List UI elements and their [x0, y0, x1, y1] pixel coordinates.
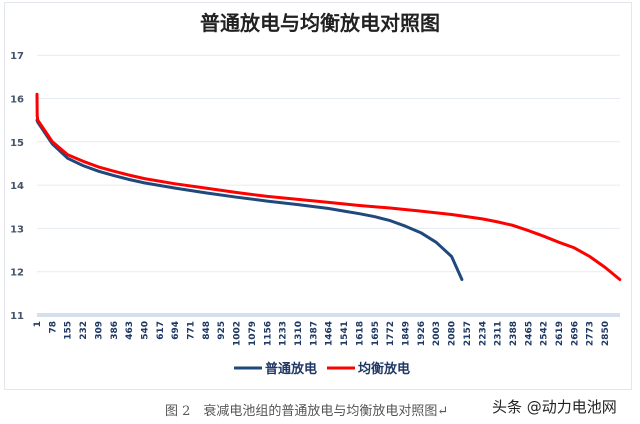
- x-tick-label: 2157: [463, 321, 473, 346]
- y-tick-label: 12: [10, 268, 24, 279]
- x-tick-label: 2542: [540, 321, 550, 346]
- x-tick-label: 2773: [586, 321, 596, 346]
- x-tick-label: 1772: [386, 321, 396, 346]
- x-tick-label: 925: [217, 321, 227, 340]
- x-tick-label: 1849: [401, 321, 411, 346]
- x-tick-label: 1079: [248, 321, 258, 346]
- x-tick-label: 2696: [570, 321, 580, 346]
- figure-caption: 图 2 衰减电池组的普通放电与均衡放电对照图↵: [165, 404, 449, 419]
- x-tick-label: 2850: [601, 321, 611, 346]
- x-tick-label: 1618: [355, 321, 365, 346]
- series-line-normal: [35, 118, 464, 281]
- legend-label-normal: 普通放电: [265, 361, 317, 377]
- x-tick-label: 463: [125, 321, 135, 340]
- x-tick-label: 232: [79, 321, 89, 340]
- x-tick-label: 1695: [371, 321, 381, 346]
- y-tick-label: 14: [10, 181, 24, 192]
- y-tick-label: 17: [10, 51, 24, 62]
- x-tick-label: 155: [64, 321, 74, 340]
- x-tick-label: 2465: [524, 321, 534, 346]
- x-tick-label: 2080: [448, 321, 458, 346]
- legend-label-balanced: 均衡放电: [358, 361, 410, 377]
- x-tick-label: 1233: [279, 321, 289, 346]
- x-tick-label: 2311: [494, 321, 504, 346]
- x-tick-label: 2003: [432, 321, 442, 346]
- watermark: 头条 @动力电池网: [492, 398, 617, 416]
- y-tick-label: 11: [10, 311, 24, 322]
- x-tick-label: 1: [33, 321, 43, 327]
- x-tick-label: 2388: [509, 321, 519, 346]
- y-tick-label: 13: [10, 224, 24, 235]
- x-tick-label: 2619: [555, 321, 565, 346]
- y-tick-label: 15: [10, 138, 24, 149]
- x-tick-label: 540: [140, 321, 150, 340]
- x-tick-label: 1541: [340, 321, 350, 346]
- series-line-balanced: [35, 92, 622, 281]
- x-tick-label: 1464: [325, 321, 335, 346]
- legend: 普通放电 均衡放电: [234, 361, 410, 377]
- x-tick-label: 1156: [263, 321, 273, 346]
- x-tick-label: 1926: [417, 321, 427, 346]
- x-tick-label: 78: [48, 321, 58, 334]
- x-tick-label: 1310: [294, 321, 304, 346]
- x-tick-label: 1387: [309, 321, 319, 346]
- x-tick-label: 2234: [478, 321, 488, 346]
- x-tick-label: 694: [171, 321, 181, 340]
- x-tick-label: 309: [94, 321, 104, 340]
- chart-title: 普通放电与均衡放电对照图: [200, 11, 440, 35]
- x-tick-label: 771: [187, 321, 197, 340]
- x-tick-label: 617: [156, 321, 166, 340]
- chart-frame: [4, 2, 632, 390]
- x-tick-label: 848: [202, 321, 212, 340]
- x-tick-label: 386: [110, 321, 120, 340]
- y-tick-label: 16: [10, 95, 24, 106]
- x-tick-label: 1002: [233, 321, 243, 346]
